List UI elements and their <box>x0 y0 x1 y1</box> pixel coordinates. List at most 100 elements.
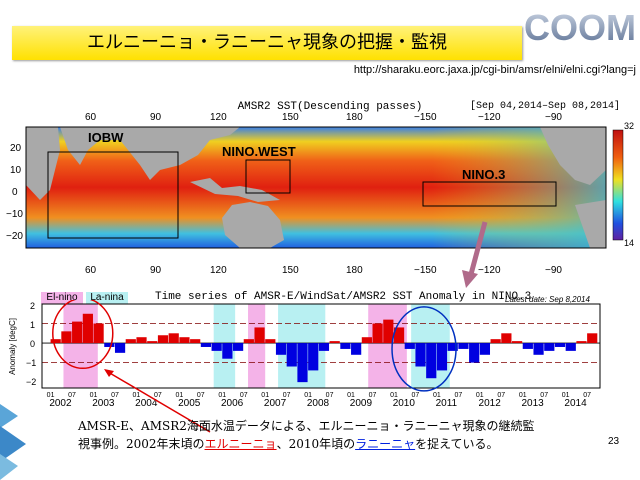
slide-title: エルニーニョ・ラニーニャ現象の把握・監視 <box>87 32 447 53</box>
caption-text: 視事例。2002年末頃の <box>78 437 205 451</box>
anomaly-bar <box>211 343 222 351</box>
anomaly-bar <box>157 335 169 344</box>
month-tick: 01 <box>433 392 441 399</box>
anomaly-bar <box>93 323 104 344</box>
year-axis: 2002 2003 2004 2005 2006 2007 2008 2009 2010 2011… <box>0 398 640 410</box>
year-label: 2010 <box>392 398 415 409</box>
latest-date: Latest date: Sep 8,2014 <box>505 295 590 304</box>
lon-tick-top: 150 <box>282 112 299 123</box>
lon-tick-bottom: −120 <box>478 265 501 276</box>
anomaly-bar <box>104 343 115 347</box>
anomaly-bar <box>265 339 276 344</box>
el-nino-circle <box>52 300 114 370</box>
anomaly-bar <box>50 339 61 344</box>
anomaly-bar <box>426 343 437 379</box>
anomaly-bar <box>554 343 566 347</box>
la-nina-circle <box>391 306 457 392</box>
anomaly-bar <box>222 343 233 359</box>
lon-tick-top: 60 <box>85 112 97 123</box>
nino3-arrow <box>467 221 488 279</box>
anomaly-bar <box>254 327 265 344</box>
source-url[interactable]: http://sharaku.eorc.jaxa.jp/cgi-bin/amsr… <box>353 64 636 76</box>
month-tick: 01 <box>390 392 398 399</box>
month-tick: 07 <box>497 392 505 399</box>
month-tick: 07 <box>283 392 291 399</box>
caption-text: を捉えている。 <box>415 437 499 451</box>
lon-tick-top: −90 <box>545 112 562 123</box>
lat-tick: 0 <box>12 187 18 198</box>
anomaly-bar <box>576 341 587 344</box>
anomaly-bar <box>361 337 372 344</box>
anomaly-bar <box>125 339 136 344</box>
anomaly-bar <box>329 341 340 344</box>
month-tick: 07 <box>412 392 420 399</box>
nino3-arrowhead <box>462 270 478 288</box>
anomaly-bar <box>565 343 576 351</box>
year-label: 2009 <box>349 398 373 409</box>
south-america-landmass <box>575 200 606 248</box>
lat-tick: −20 <box>6 231 23 242</box>
anomaly-bar <box>501 333 512 344</box>
lon-tick-bottom: 120 <box>210 265 227 276</box>
year-label: 2004 <box>135 398 158 409</box>
lon-tick-bottom: 60 <box>85 265 97 276</box>
nino3-label: NINO.3 <box>462 167 506 182</box>
anomaly-bar <box>393 327 405 344</box>
anomaly-bar <box>469 343 480 363</box>
asia-landmass <box>26 127 240 180</box>
lon-tick-top: 180 <box>346 112 363 123</box>
timeseries-title: Time series of AMSR-E/WindSat/AMSR2 SST … <box>155 291 532 303</box>
anomaly-bar <box>243 339 254 344</box>
lat-tick: −10 <box>6 209 23 220</box>
year-label: 2013 <box>521 398 544 409</box>
month-tick: 01 <box>519 392 527 399</box>
east-pacific-cooling <box>26 127 606 248</box>
anomaly-bar <box>275 343 287 355</box>
anomaly-bar <box>383 319 394 344</box>
title-bar: エルニーニョ・ラニーニャ現象の把握・監視 <box>12 26 522 60</box>
month-tick: 07 <box>454 392 462 399</box>
colorbar-min: 14 <box>624 238 635 248</box>
month-tick: 07 <box>68 392 76 399</box>
sst-map <box>25 126 624 288</box>
month-tick: 07 <box>326 392 334 399</box>
lon-tick-top: −150 <box>414 112 437 123</box>
nino3-box <box>422 181 557 207</box>
ts-ytick: 0 <box>30 339 36 349</box>
year-label: 2003 <box>92 398 115 409</box>
page-number: 23 <box>608 436 620 447</box>
lon-tick-bottom: −150 <box>414 265 437 276</box>
ts-ytick: −2 <box>26 377 37 387</box>
anomaly-bar <box>490 339 501 344</box>
la-nina-highlight: ラニーニャ <box>355 437 416 451</box>
caption-line-1: AMSR-E、AMSR2海面水温データによる、エルニーニョ・ラニーニャ現象の継続… <box>78 419 535 433</box>
anomaly-bar <box>114 343 126 353</box>
anomaly-bar <box>233 343 244 351</box>
iobw-label: IOBW <box>88 130 124 145</box>
month-tick: 07 <box>369 392 377 399</box>
lon-tick-bottom: 90 <box>150 265 162 276</box>
anomaly-bar <box>404 343 415 349</box>
month-tick: 01 <box>304 392 312 399</box>
anomaly-bar <box>458 343 469 349</box>
anomaly-bar <box>147 341 158 344</box>
anomaly-bar <box>372 323 383 344</box>
anomaly-bar <box>72 321 83 344</box>
lon-tick-top: −120 <box>478 112 501 123</box>
anomaly-bar <box>587 333 598 344</box>
anomaly-bar <box>168 333 179 344</box>
anomaly-bar <box>200 343 212 347</box>
legend-la-nina: La-nina <box>86 292 128 304</box>
lat-tick: 10 <box>10 165 22 176</box>
anomaly-bar <box>533 343 544 355</box>
caption: AMSR-E、AMSR2海面水温データによる、エルニーニョ・ラニーニャ現象の継続… <box>78 417 578 453</box>
anomaly-bar <box>136 337 147 344</box>
month-tick: 01 <box>562 392 570 399</box>
month-tick: 01 <box>90 392 98 399</box>
year-label: 2005 <box>178 398 201 409</box>
nino-west-box <box>245 159 291 194</box>
year-label: 2014 <box>564 398 587 409</box>
year-label: 2006 <box>221 398 244 409</box>
lon-tick-bottom: 150 <box>282 265 299 276</box>
month-tick: 01 <box>47 392 55 399</box>
